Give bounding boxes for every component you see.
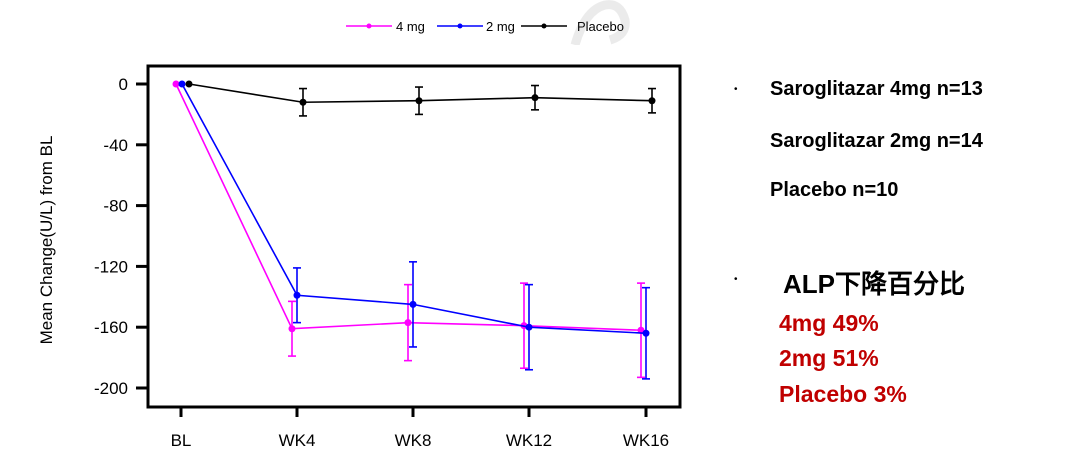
alp-pct-2mg: 2mg 51% [779,345,879,371]
y-axis-label: Mean Change(U/L) from BL [37,136,56,345]
legend: 4 mg 2 mg Placebo [346,19,624,34]
data-point [648,97,656,105]
data-point [415,97,423,105]
y-tick-label: 0 [119,75,128,94]
series-2-mg [178,80,650,380]
bullet-icon: • [734,274,738,285]
note-line-4mg: Saroglitazar 4mg n=13 [770,78,983,100]
alp-title: ALP下降百分比 [783,269,966,299]
x-tick-label: WK4 [279,431,316,450]
y-axis: 0 -40 -80 -120 -160 -200 [94,75,148,398]
series-placebo [185,80,656,117]
x-tick-label: BL [171,431,192,450]
legend-label: Placebo [577,19,624,34]
legend-label: 4 mg [396,19,425,34]
plot-frame [146,64,682,409]
legend-marker [457,23,463,29]
data-point [178,80,186,88]
legend-label: 2 mg [486,19,515,34]
series-4-mg [172,80,645,379]
series-line [181,83,647,335]
note-line-placebo: Placebo n=10 [770,179,899,201]
bullet-icon: • [734,84,738,95]
data-point [293,291,301,299]
chart: 4 mg 2 mg Placebo 0 -40 -80 -120 -160 -200 BL WK… [37,19,682,450]
x-tick-label: WK16 [623,431,669,450]
x-tick-label: WK8 [395,431,432,450]
note-line-2mg: Saroglitazar 2mg n=14 [770,130,983,152]
alp-pct-4mg: 4mg 49% [779,310,879,336]
data-point [531,94,539,102]
data-point [299,98,307,106]
y-tick-label: -120 [94,257,128,276]
y-tick-label: -80 [103,197,128,216]
notes-panel: • Saroglitazar 4mg n=13 Saroglitazar 2mg… [720,0,1080,465]
y-tick-label: -200 [94,379,128,398]
data-point [172,80,180,88]
data-point [404,319,412,327]
data-point [642,329,650,337]
data-point [525,323,533,331]
data-point [288,325,296,333]
data-point [409,300,417,308]
alp-pct-placebo: Placebo 3% [779,381,907,407]
legend-marker [366,23,372,29]
legend-marker [541,23,547,29]
data-point [185,80,193,88]
y-tick-label: -160 [94,318,128,337]
watermark-graphic [570,0,630,45]
x-tick-label: WK12 [506,431,552,450]
y-tick-label: -40 [103,136,128,155]
series-layer [172,80,656,380]
x-axis: BL WK4 WK8 WK12 WK16 [171,407,669,450]
